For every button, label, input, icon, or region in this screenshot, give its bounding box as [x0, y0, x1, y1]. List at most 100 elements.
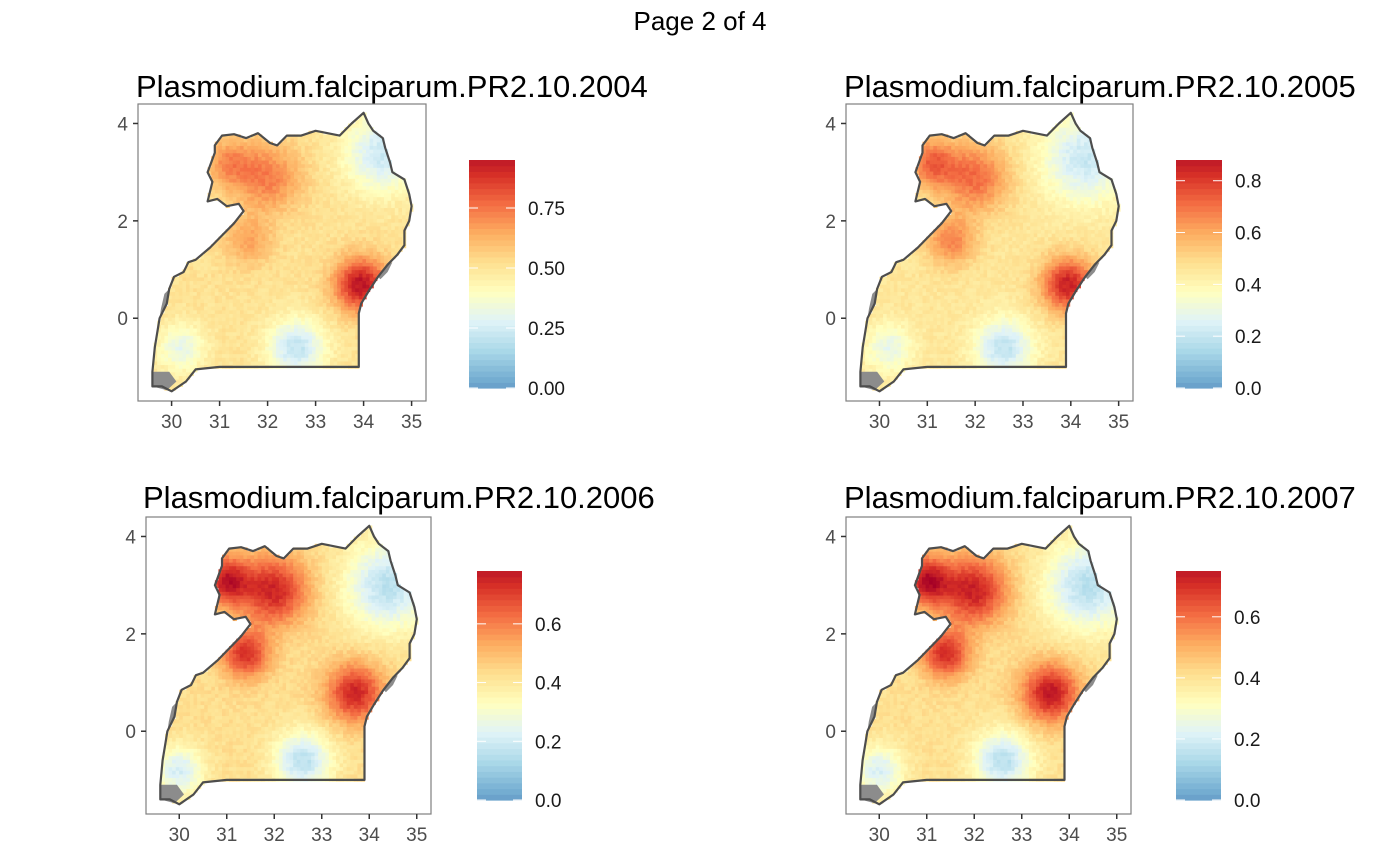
raster-cell [355, 324, 360, 329]
raster-cell [229, 163, 234, 168]
raster-cell [348, 214, 353, 220]
raster-cell [369, 251, 374, 256]
raster-cell [315, 328, 320, 333]
raster-cell [380, 203, 385, 209]
raster-cell [958, 298, 963, 304]
raster-cell [276, 331, 281, 336]
raster-cell [290, 357, 295, 362]
raster-cell [312, 185, 317, 190]
raster-cell [947, 273, 952, 278]
raster-cell [240, 145, 245, 150]
raster-cell [929, 178, 934, 183]
raster-cell [348, 306, 353, 311]
raster-cell [340, 218, 345, 223]
raster-cell [875, 368, 881, 373]
raster-cell [380, 229, 385, 234]
raster-cell [337, 349, 342, 355]
raster-cell [355, 262, 360, 267]
raster-cell [222, 258, 227, 263]
raster-cell [958, 185, 963, 190]
raster-cell [232, 320, 237, 325]
raster-cell [211, 258, 216, 263]
raster-cell [272, 353, 277, 358]
raster-cell [294, 207, 299, 212]
raster-cell [358, 284, 363, 289]
raster-cell [344, 211, 349, 216]
raster-cell [951, 233, 956, 238]
raster-cell [207, 335, 212, 340]
raster-cell [922, 298, 927, 304]
raster-cell [308, 313, 313, 318]
raster-cell [976, 244, 981, 249]
raster-cell [283, 163, 288, 168]
raster-cell [965, 335, 970, 340]
raster-cell [247, 287, 252, 293]
raster-cell [265, 269, 270, 274]
raster-cell [962, 287, 967, 293]
raster-cell [218, 306, 223, 311]
raster-cell [261, 192, 266, 198]
raster-cell [236, 138, 241, 143]
raster-cell [240, 302, 245, 307]
raster-cell [236, 218, 241, 223]
raster-cell [222, 324, 227, 329]
raster-cell [947, 160, 952, 165]
raster-cell [283, 185, 288, 190]
raster-cell [294, 295, 299, 300]
raster-cell [387, 247, 392, 252]
raster-cell [875, 320, 881, 325]
raster-cell [933, 233, 938, 238]
raster-cell [926, 320, 931, 325]
raster-cell [301, 313, 306, 318]
raster-cell [308, 167, 313, 172]
raster-cell [901, 276, 906, 282]
raster-cell [225, 189, 230, 194]
raster-cell [254, 295, 259, 300]
raster-cell [304, 185, 309, 190]
raster-cell [301, 254, 306, 260]
raster-cell [369, 240, 374, 245]
raster-cell [369, 152, 374, 157]
raster-cell [893, 335, 898, 340]
raster-cell [265, 207, 270, 212]
raster-cell [355, 196, 360, 201]
raster-cell [243, 342, 248, 347]
raster-cell [865, 349, 870, 355]
raster-cell [958, 287, 963, 293]
raster-cell [394, 207, 399, 212]
raster-cell [196, 258, 201, 263]
raster-cell [926, 280, 931, 285]
raster-cell [330, 156, 335, 161]
raster-cell [901, 302, 906, 307]
raster-cell [351, 313, 356, 318]
raster-cell [936, 156, 942, 161]
raster-cell [286, 211, 291, 216]
raster-cell [861, 368, 866, 373]
raster-cell [915, 306, 920, 311]
raster-cell [286, 163, 291, 168]
raster-cell [182, 328, 187, 333]
raster-cell [189, 273, 194, 278]
raster-cell [243, 141, 248, 146]
raster-cell [279, 306, 284, 311]
raster-cell [380, 225, 385, 230]
raster-cell [279, 331, 284, 336]
raster-cell [976, 284, 981, 289]
raster-cell [958, 160, 963, 165]
raster-cell [405, 203, 410, 209]
raster-cell [373, 167, 378, 172]
raster-cell [276, 349, 281, 355]
raster-cell [348, 200, 353, 205]
raster-cell [196, 357, 201, 362]
raster-cell [243, 152, 248, 157]
colorbar-segment [469, 217, 515, 224]
raster-cell [214, 152, 219, 157]
raster-cell [294, 181, 299, 187]
raster-cell [232, 317, 237, 322]
raster-cell [204, 302, 209, 307]
raster-cell [171, 338, 176, 344]
raster-cell [315, 225, 320, 230]
colorbar-segment [469, 325, 515, 332]
raster-cell [933, 276, 938, 282]
raster-cell [258, 313, 263, 318]
